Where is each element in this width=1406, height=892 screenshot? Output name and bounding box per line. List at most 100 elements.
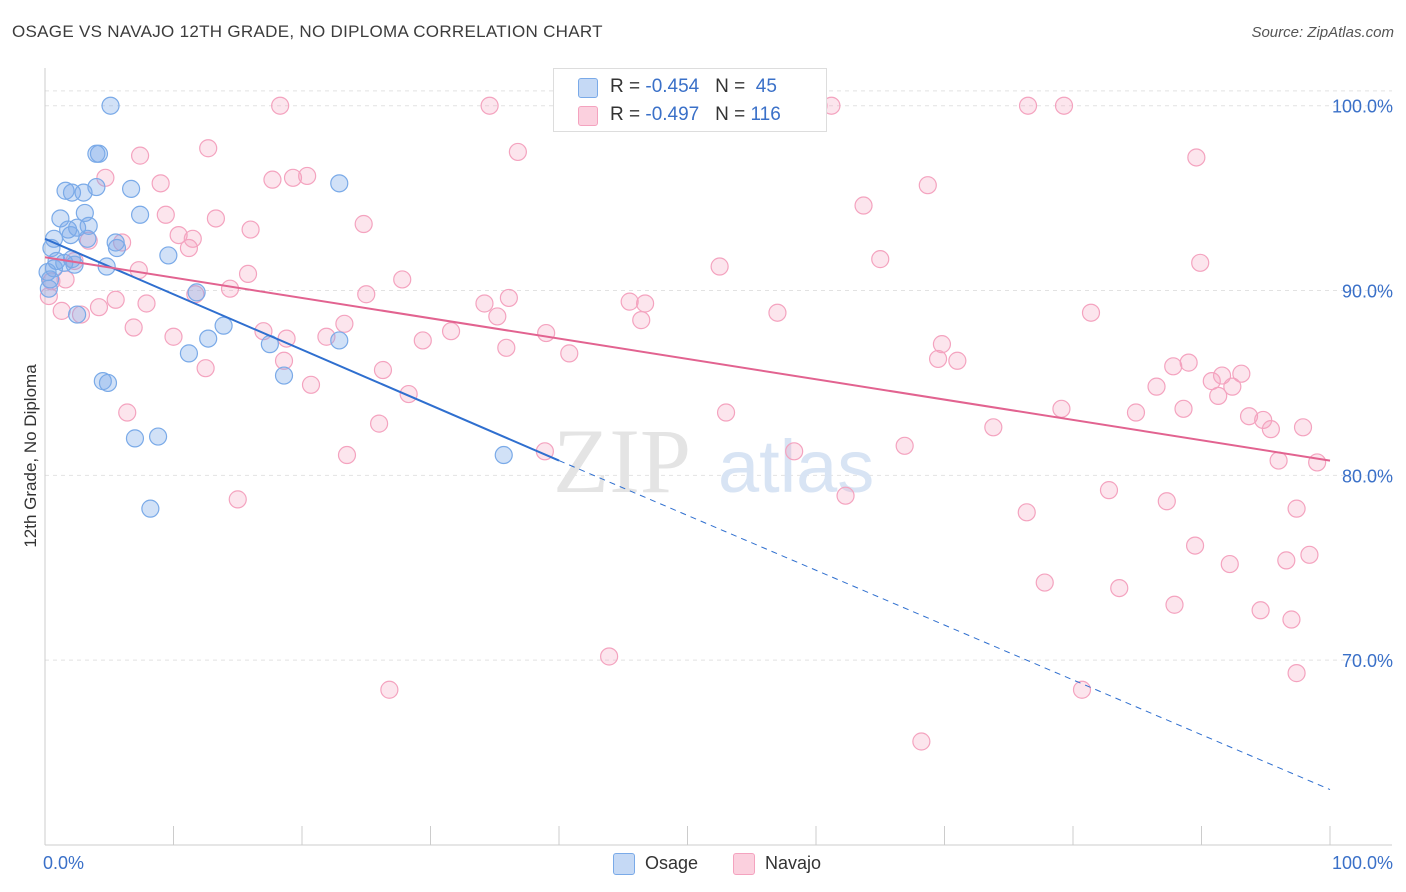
navajo-point xyxy=(1147,377,1166,396)
navajo-point xyxy=(1165,595,1184,614)
navajo-point xyxy=(499,288,518,308)
navajo-point xyxy=(220,279,240,298)
navajo-point xyxy=(1179,353,1198,372)
navajo-point xyxy=(1209,386,1228,405)
navajo-legend-swatch xyxy=(733,853,755,875)
navajo-point xyxy=(183,229,202,248)
navajo-point xyxy=(1223,377,1242,396)
y-tick-label: 80.0% xyxy=(1342,466,1393,486)
navajo-point xyxy=(1212,366,1232,385)
navajo-point xyxy=(1126,403,1146,422)
y-tick-label: 70.0% xyxy=(1342,651,1393,671)
navajo-legend-label: Navajo xyxy=(765,853,822,873)
navajo-point xyxy=(373,360,393,380)
navajo-point xyxy=(620,292,639,311)
navajo-point xyxy=(871,250,890,269)
tick-labels: 100.0% 90.0% 80.0% 70.0% 0.0% 100.0% xyxy=(43,97,1393,873)
navajo-point xyxy=(164,327,183,346)
navajo-point xyxy=(337,445,357,465)
osage-stats: R = -0.454 N = 45 xyxy=(610,76,777,97)
navajo-point xyxy=(1110,579,1129,598)
osage-point xyxy=(39,279,58,298)
osage-series xyxy=(38,96,513,518)
x-tick-label: 0.0% xyxy=(43,853,84,873)
navajo-point xyxy=(335,314,354,333)
navajo-point xyxy=(71,305,91,324)
grid-lines xyxy=(45,90,1392,661)
navajo-point xyxy=(918,176,937,195)
navajo-point xyxy=(1081,303,1101,322)
navajo-point xyxy=(928,349,948,369)
navajo-point xyxy=(836,486,855,505)
osage-point xyxy=(179,344,199,363)
navajo-point xyxy=(199,139,218,158)
watermark: ZIP atlas xyxy=(553,410,874,512)
navajo-point xyxy=(238,264,258,284)
osage-point xyxy=(98,373,118,393)
navajo-point xyxy=(298,166,317,186)
osage-point xyxy=(130,205,150,224)
navajo-point xyxy=(475,294,494,313)
osage-point xyxy=(274,366,294,385)
osage-point xyxy=(87,144,106,163)
osage-point xyxy=(106,233,125,252)
navajo-point xyxy=(1164,357,1183,376)
navajo-point xyxy=(768,303,787,322)
osage-point xyxy=(330,331,349,350)
osage-point xyxy=(68,305,87,324)
trend-lines xyxy=(44,237,1331,791)
navajo-point xyxy=(1239,407,1259,426)
navajo-swatch xyxy=(578,106,598,126)
osage-point xyxy=(141,499,160,518)
navajo-point xyxy=(1220,554,1239,574)
osage-point xyxy=(87,177,106,197)
navajo-point xyxy=(263,170,282,189)
navajo-point xyxy=(480,96,499,115)
navajo-point xyxy=(488,307,507,326)
navajo-point xyxy=(1277,551,1296,570)
navajo-point xyxy=(560,344,579,363)
navajo-point xyxy=(1174,399,1193,418)
navajo-point xyxy=(1287,664,1306,683)
osage-point xyxy=(78,229,97,248)
navajo-point xyxy=(441,322,461,341)
navajo-point xyxy=(1157,492,1176,511)
navajo-point xyxy=(895,436,914,455)
navajo-point xyxy=(241,220,260,239)
navajo-point xyxy=(912,732,931,751)
navajo-point xyxy=(1099,481,1119,500)
osage-legend-swatch xyxy=(613,853,635,875)
navajo-point xyxy=(600,647,619,666)
navajo-point xyxy=(1191,253,1210,272)
osage-point xyxy=(68,218,87,237)
osage-point xyxy=(56,181,75,200)
osage-swatch xyxy=(578,78,598,98)
navajo-point xyxy=(124,318,143,337)
navajo-point xyxy=(932,335,952,354)
navajo-point xyxy=(357,285,376,304)
navajo-point xyxy=(271,96,290,115)
source-note: Source: ZipAtlas.com xyxy=(1251,24,1394,41)
chart-title: OSAGE VS NAVAJO 12TH GRADE, NO DIPLOMA C… xyxy=(12,22,603,41)
osage-point xyxy=(121,179,141,198)
navajo-point xyxy=(179,238,199,258)
navajo-point xyxy=(497,338,516,357)
navajo-point xyxy=(1261,420,1280,439)
x-tick-label: 100.0% xyxy=(1332,853,1393,873)
correlation-legend: R = -0.454 N = 45 R = -0.497 N = 116 xyxy=(553,68,827,132)
osage-point xyxy=(101,96,120,115)
osage-point xyxy=(61,225,80,245)
navajo-point xyxy=(632,311,651,330)
y-tick-label: 100.0% xyxy=(1332,97,1393,117)
watermark-atlas: atlas xyxy=(718,425,874,508)
navajo-point xyxy=(710,257,729,276)
navajo-point xyxy=(1232,364,1251,383)
navajo-point xyxy=(380,680,399,699)
navajo-point xyxy=(1287,499,1306,518)
navajo-point xyxy=(1017,503,1036,522)
navajo-point xyxy=(370,414,389,433)
navajo-point xyxy=(1269,451,1288,470)
navajo-point xyxy=(283,168,303,187)
osage-point xyxy=(41,270,60,289)
